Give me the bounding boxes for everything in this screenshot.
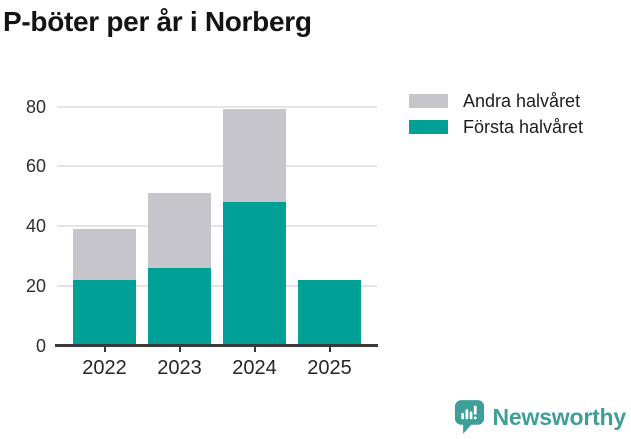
- chart-title: P-böter per år i Norberg: [3, 6, 312, 37]
- x-tick-label-2025: 2025: [307, 357, 352, 379]
- x-tick-label-2024: 2024: [232, 357, 277, 379]
- y-tick-label-20: 20: [25, 276, 46, 297]
- legend-row-0: Andra halvåret: [409, 91, 583, 111]
- x-axis-line: [55, 344, 378, 347]
- gridline-y-40: [57, 225, 377, 228]
- gridline-y-60: [57, 165, 377, 168]
- legend-swatch-icon: [409, 94, 448, 108]
- y-tick-label-0: 0: [35, 336, 46, 356]
- legend-swatch-icon: [409, 120, 448, 134]
- gridline-y-20: [57, 285, 377, 288]
- y-tick-label-80: 80: [25, 96, 46, 117]
- legend-label: Första halvåret: [463, 117, 584, 137]
- legend: Andra halvåret Första halvåret: [409, 91, 584, 146]
- newsworthy-logo: Newsworthy: [454, 399, 626, 435]
- bar-segment-andra-2023: [148, 193, 211, 269]
- y-tick-label-60: 60: [25, 156, 46, 177]
- bar-segment-första-2022: [73, 280, 136, 346]
- x-tick-2023: [178, 346, 181, 352]
- x-tick-2025: [328, 346, 331, 352]
- newsworthy-logo-icon: [454, 400, 484, 434]
- bar-segment-första-2024: [223, 202, 286, 346]
- bar-segment-andra-2022: [73, 229, 136, 281]
- newsworthy-logo-text: Newsworthy: [492, 403, 627, 430]
- x-tick-2024: [253, 346, 256, 352]
- x-tick-label-2023: 2023: [157, 357, 202, 379]
- x-tick-2022: [103, 346, 106, 352]
- x-tick-label-2022: 2022: [82, 357, 127, 379]
- bar-segment-andra-2024: [223, 109, 286, 203]
- bar-segment-första-2023: [148, 268, 211, 346]
- legend-label: Andra halvåret: [463, 91, 581, 111]
- legend-row-1: Första halvåret: [409, 117, 584, 137]
- gridline-y-80: [57, 105, 377, 108]
- y-tick-label-40: 40: [25, 216, 46, 237]
- bar-segment-första-2025: [298, 280, 361, 346]
